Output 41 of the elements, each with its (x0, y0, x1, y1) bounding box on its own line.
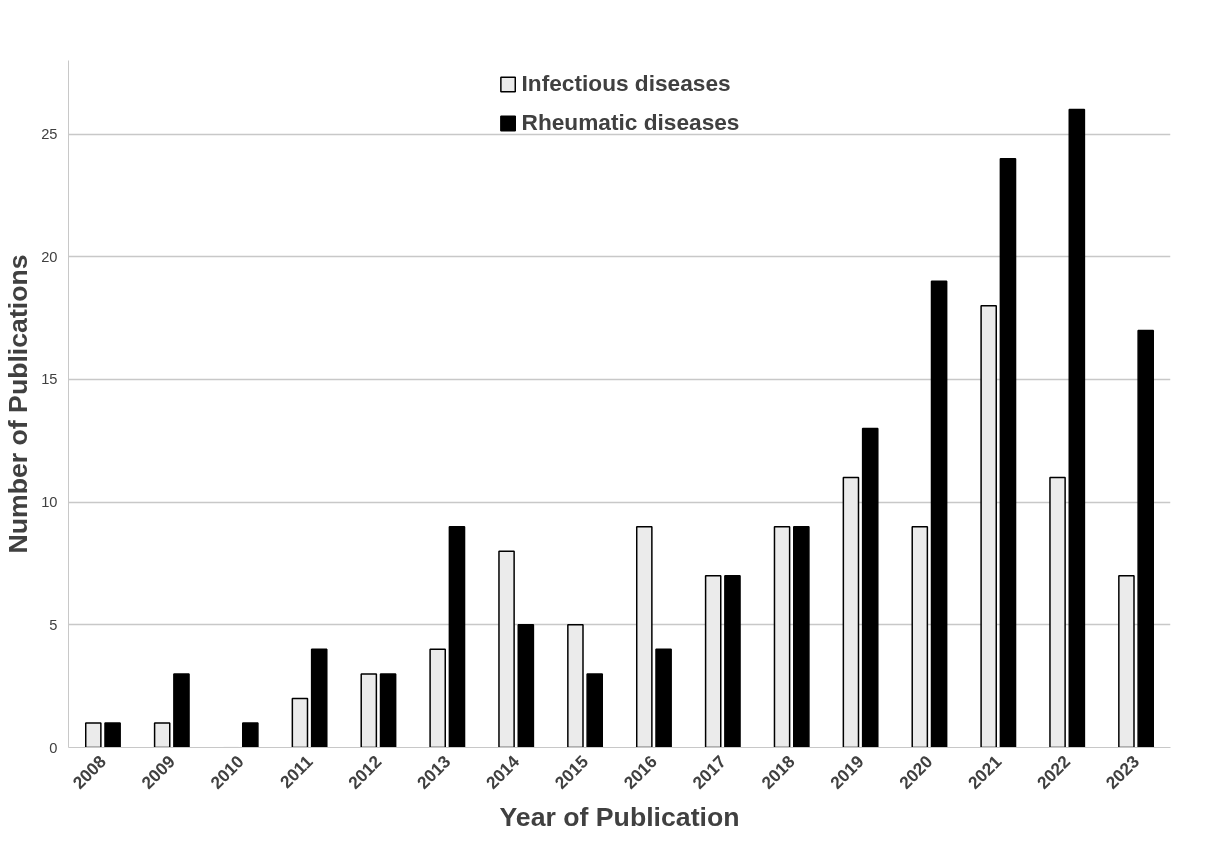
legend-label: Rheumatic diseases (521, 109, 740, 136)
bar (567, 624, 584, 748)
bar (517, 624, 535, 748)
bar (861, 427, 879, 748)
bar (448, 525, 466, 748)
bar (429, 648, 446, 748)
bar (104, 722, 121, 748)
y-tick-label: 20 (41, 248, 58, 265)
bar (1068, 108, 1086, 748)
y-tick-label: 0 (49, 739, 58, 756)
bar (655, 648, 672, 748)
bar (1137, 329, 1155, 748)
bar (999, 157, 1017, 748)
bar (586, 673, 604, 748)
bar (773, 525, 791, 748)
bar (498, 550, 515, 748)
bar (704, 575, 722, 748)
bar (930, 280, 948, 748)
y-axis-title: Number of Publications (3, 254, 34, 554)
bar (793, 525, 810, 748)
bar (310, 648, 328, 748)
bar (724, 575, 741, 748)
y-tick-label: 15 (41, 371, 58, 388)
bar (153, 722, 171, 748)
bar (242, 722, 259, 748)
bar (1118, 575, 1135, 748)
bar (379, 673, 397, 748)
bar (173, 673, 190, 748)
legend-label: Infectious diseases (521, 70, 731, 97)
bar (1049, 476, 1066, 748)
y-tick-label: 25 (41, 126, 58, 143)
x-axis-title: Year of Publication (499, 802, 740, 833)
bar (980, 305, 997, 748)
bar (635, 525, 653, 748)
bar (291, 697, 309, 748)
bar (842, 476, 860, 748)
bar (360, 673, 378, 748)
y-tick-label: 10 (41, 494, 58, 511)
bar (84, 722, 102, 748)
y-tick-label: 5 (49, 616, 58, 633)
bar (911, 525, 929, 748)
